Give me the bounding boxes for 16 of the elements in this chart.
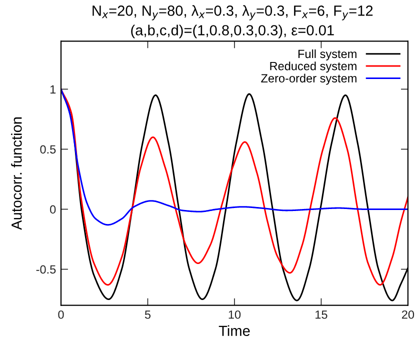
x-tick-label: 20 [402, 310, 414, 319]
y-tick-label: -0.5 [36, 265, 56, 274]
y-axis-title: Autocorr. function [11, 117, 22, 230]
chart-subtitle: (a,b,c,d)=(1,0.8,0.3,0.3), ε=0.01 [131, 24, 334, 38]
x-tick-label: 15 [316, 310, 328, 319]
y-tick-label: 1 [50, 85, 56, 94]
x-tick-label: 5 [144, 310, 151, 319]
y-tick-label: 0 [50, 205, 56, 214]
x-tick-label: 0 [58, 310, 64, 319]
x-axis-title: Time [218, 325, 250, 336]
legend-label: Full system [298, 49, 356, 60]
legend-label: Reduced system [270, 62, 356, 73]
legend-label: Zero-order system [261, 74, 356, 85]
y-tick-label: 0.5 [40, 145, 56, 154]
chart-title: N$_{x}$=20, N$_{y}$=80, λ$_{x}$=0.3, λ$_{y}$=0.3, F$_{x}$=6, F$_{y}$=12 [92, 5, 373, 20]
x-tick-label: 10 [228, 310, 241, 319]
